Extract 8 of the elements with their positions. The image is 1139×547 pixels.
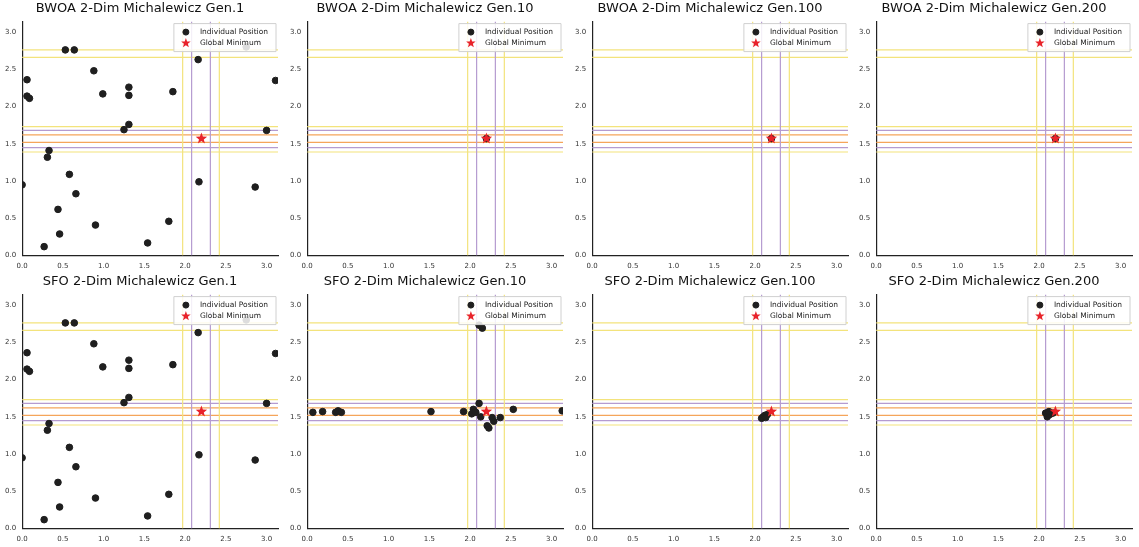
chart-title: BWOA 2-Dim Michalewicz Gen.100 <box>596 0 823 16</box>
chart-title: BWOA 2-Dim Michalewicz Gen.1 <box>35 0 245 16</box>
chart-title: BWOA 2-Dim Michalewicz Gen.10 <box>316 0 534 16</box>
chart-title: SFO 2-Dim Michalewicz Gen.200 <box>888 273 1100 289</box>
chart-title: SFO 2-Dim Michalewicz Gen.100 <box>604 273 815 289</box>
chart-title: SFO 2-Dim Michalewicz Gen.10 <box>323 273 527 289</box>
chart-title: SFO 2-Dim Michalewicz Gen.1 <box>42 273 238 289</box>
chart-title: BWOA 2-Dim Michalewicz Gen.200 <box>881 0 1107 16</box>
